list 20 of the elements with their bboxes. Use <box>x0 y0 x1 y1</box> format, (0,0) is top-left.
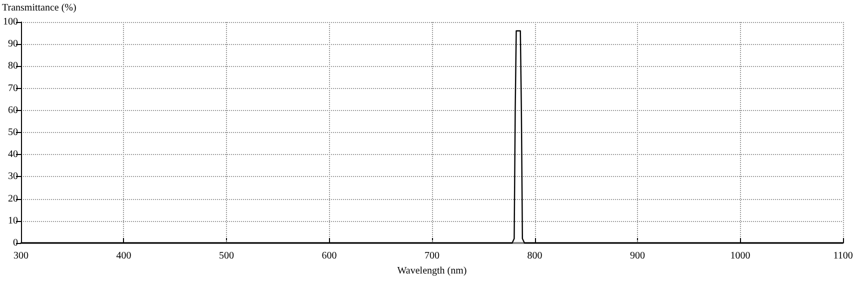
x-axis-title: Wavelength (nm) <box>397 265 467 276</box>
y-tick-label: 50 <box>8 127 18 138</box>
x-tick-label: 1000 <box>730 250 750 262</box>
x-tick-label: 500 <box>219 250 234 262</box>
y-tick-label: 90 <box>8 38 18 50</box>
x-tick-label: 300 <box>14 250 28 262</box>
y-tick-label: 30 <box>8 171 18 182</box>
x-tick-label: 1100 <box>833 250 853 262</box>
y-axis-title: Transmittance (%) <box>2 2 76 14</box>
x-tick-label: 900 <box>630 250 645 262</box>
y-tick-label: 10 <box>8 215 18 226</box>
y-tick-label: 40 <box>8 149 18 160</box>
y-tick-label: 80 <box>8 60 18 72</box>
y-tick-label: 60 <box>8 104 18 116</box>
x-tick-label: 800 <box>527 250 542 262</box>
y-tick-label: 20 <box>8 193 18 204</box>
x-tick-label: 700 <box>424 250 440 262</box>
x-tick-label: 400 <box>116 250 132 262</box>
y-tick-label: 100 <box>3 16 18 28</box>
x-tick-label: 600 <box>322 250 337 262</box>
